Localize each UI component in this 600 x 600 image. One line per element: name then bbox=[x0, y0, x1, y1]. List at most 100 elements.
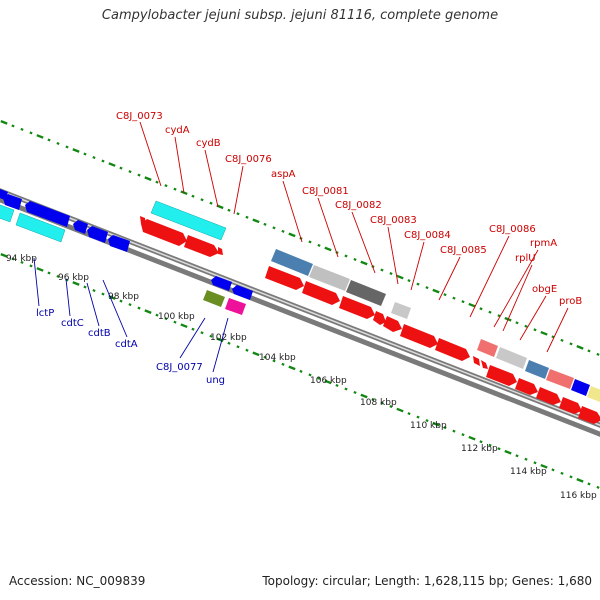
gene-forward-lightgray-2[interactable] bbox=[391, 302, 411, 319]
gene-reverse-cyan-1[interactable] bbox=[0, 203, 15, 223]
tick-mark bbox=[144, 309, 152, 314]
tick-mark bbox=[227, 208, 231, 212]
tick-mark bbox=[540, 330, 548, 336]
tick-mark bbox=[461, 300, 465, 304]
gene-reverse-blue-3[interactable] bbox=[25, 201, 70, 227]
gene-forward-steelblue-1[interactable] bbox=[271, 249, 313, 276]
gene-forward-8[interactable] bbox=[383, 316, 402, 332]
gene-label-forward[interactable]: obgE bbox=[532, 284, 557, 295]
gene-label-forward[interactable]: rplU bbox=[515, 253, 536, 264]
gene-forward-4[interactable] bbox=[265, 266, 304, 290]
gene-forward-3[interactable] bbox=[218, 247, 223, 255]
gene-reverse-magenta-1[interactable] bbox=[225, 298, 246, 315]
gene-label-forward[interactable]: C8J_0085 bbox=[440, 245, 487, 256]
gene-forward-18[interactable] bbox=[140, 216, 146, 226]
tick-mark bbox=[119, 166, 123, 170]
gene-label-forward[interactable]: proB bbox=[559, 296, 582, 307]
tick-mark bbox=[263, 222, 267, 226]
gene-forward-9[interactable] bbox=[400, 324, 438, 348]
tick-label: 100 kbp bbox=[158, 312, 195, 322]
tick-mark bbox=[299, 369, 303, 373]
gene-forward-2[interactable] bbox=[184, 235, 219, 257]
gene-forward-6[interactable] bbox=[339, 296, 375, 319]
tick-mark bbox=[524, 324, 528, 328]
gene-label-forward[interactable]: cydA bbox=[165, 125, 190, 136]
tick-mark bbox=[533, 328, 537, 332]
tick-mark bbox=[587, 482, 591, 486]
gene-label-forward[interactable]: C8J_0086 bbox=[489, 224, 536, 235]
gene-forward-12[interactable] bbox=[481, 360, 488, 369]
gene-label-reverse[interactable]: cdtB bbox=[88, 328, 111, 339]
tick-mark bbox=[0, 120, 8, 125]
tick-mark bbox=[504, 449, 512, 455]
gene-reverse-blue-8[interactable] bbox=[232, 285, 253, 300]
gene-label-forward[interactable]: rpmA bbox=[530, 238, 557, 249]
gene-reverse-blue-4[interactable] bbox=[73, 220, 88, 234]
gene-reverse-cyan-2[interactable] bbox=[15, 212, 66, 243]
tick-mark bbox=[263, 355, 267, 359]
gene-label-forward[interactable]: C8J_0076 bbox=[225, 154, 272, 165]
tick-mark bbox=[137, 173, 141, 177]
gene-forward-11[interactable] bbox=[473, 356, 480, 366]
tick-mark bbox=[596, 485, 600, 489]
gene-reverse-blue-5[interactable] bbox=[87, 226, 108, 243]
tick-mark bbox=[443, 293, 447, 297]
gene-forward-cyan-1[interactable] bbox=[150, 200, 227, 241]
callout-line-forward bbox=[546, 307, 569, 353]
gene-label-forward[interactable]: C8J_0083 bbox=[370, 215, 417, 226]
gene-forward-13[interactable] bbox=[486, 365, 517, 386]
gene-forward-lightgray-1[interactable] bbox=[309, 265, 350, 291]
gene-reverse-blue-2[interactable] bbox=[3, 194, 22, 210]
tick-mark bbox=[191, 327, 195, 331]
gene-label-reverse[interactable]: ung bbox=[206, 375, 225, 386]
gene-label-forward[interactable]: C8J_0082 bbox=[335, 200, 382, 211]
tick-mark bbox=[272, 359, 276, 363]
tick-mark bbox=[317, 243, 321, 247]
gene-forward-yellow-1[interactable] bbox=[587, 386, 600, 402]
tick-mark bbox=[144, 176, 152, 181]
gene-reverse-blue-7[interactable] bbox=[211, 276, 232, 291]
gene-forward-1[interactable] bbox=[141, 219, 187, 246]
gene-label-reverse[interactable]: lctP bbox=[36, 308, 54, 319]
gene-forward-lightgray-3[interactable] bbox=[496, 347, 527, 369]
gene-label-forward[interactable]: cydB bbox=[196, 138, 221, 149]
gene-forward-14[interactable] bbox=[515, 378, 538, 395]
tick-mark bbox=[29, 131, 33, 135]
tick-mark bbox=[36, 267, 44, 272]
gene-forward-7[interactable] bbox=[373, 311, 386, 325]
callout-line-forward bbox=[351, 211, 376, 274]
tick-label: 106 kbp bbox=[310, 376, 347, 386]
gene-forward-16[interactable] bbox=[559, 397, 582, 414]
tick-mark bbox=[468, 435, 476, 441]
tick-mark bbox=[155, 180, 159, 184]
gene-forward-blue-1[interactable] bbox=[571, 379, 590, 396]
gene-label-reverse[interactable]: cdtA bbox=[115, 339, 138, 350]
gene-forward-15[interactable] bbox=[536, 387, 561, 405]
tick-mark bbox=[0, 253, 8, 258]
gene-label-forward[interactable]: C8J_0081 bbox=[302, 186, 349, 197]
gene-label-forward[interactable]: aspA bbox=[271, 169, 296, 180]
gene-forward-salmon-2[interactable] bbox=[546, 369, 574, 389]
tick-mark bbox=[468, 302, 476, 308]
gene-forward-salmon-1[interactable] bbox=[477, 339, 498, 357]
gene-forward-darkgray-1[interactable] bbox=[346, 280, 386, 306]
gene-reverse-blue-6[interactable] bbox=[108, 235, 130, 252]
tick-lanes bbox=[0, 120, 600, 489]
gene-forward-10[interactable] bbox=[435, 338, 470, 361]
gene-label-forward[interactable]: C8J_0073 bbox=[116, 111, 163, 122]
tick-label: 96 kbp bbox=[58, 273, 89, 283]
tick-mark bbox=[576, 478, 584, 483]
tick-label: 94 kbp bbox=[6, 254, 37, 264]
accession-text: Accession: NC_009839 bbox=[9, 574, 146, 588]
gene-forward-5[interactable] bbox=[302, 281, 340, 305]
gene-forward-17[interactable] bbox=[578, 406, 600, 424]
tick-mark bbox=[56, 274, 60, 278]
tick-mark bbox=[353, 390, 357, 394]
gene-label-reverse[interactable]: C8J_0077 bbox=[156, 362, 203, 373]
gene-label-forward[interactable]: C8J_0084 bbox=[404, 230, 451, 241]
gene-reverse-olive-1[interactable] bbox=[203, 290, 225, 307]
tick-mark bbox=[432, 421, 440, 427]
gene-forward-steelblue-2[interactable] bbox=[525, 360, 549, 379]
tick-mark bbox=[569, 475, 573, 479]
gene-label-reverse[interactable]: cdtC bbox=[61, 318, 84, 329]
